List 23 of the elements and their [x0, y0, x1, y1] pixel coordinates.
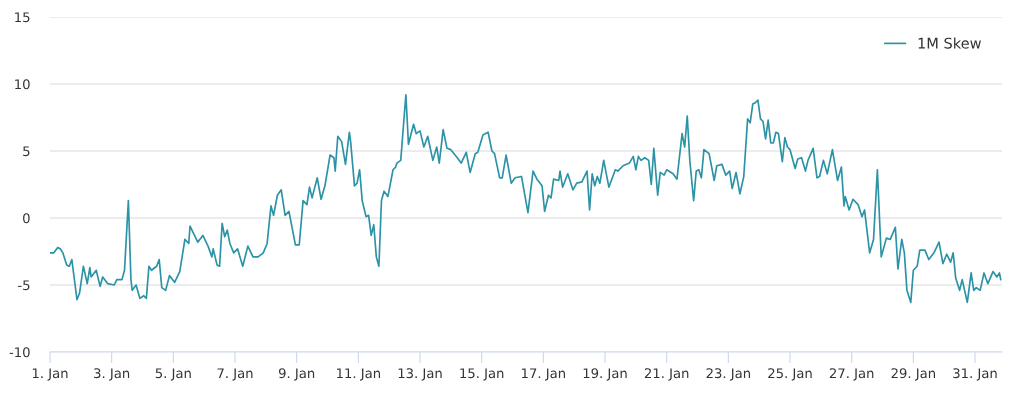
- y-tick-label: 15: [15, 12, 30, 23]
- x-tick-label: 11. Jan: [337, 368, 380, 381]
- x-tick-label: 9. Jan: [278, 368, 315, 381]
- x-tick-label: 15. Jan: [460, 368, 504, 381]
- x-tick-label: 13. Jan: [398, 368, 442, 381]
- x-tick-label: 21. Jan: [644, 368, 689, 381]
- x-tick-label: 23. Jan: [706, 368, 750, 381]
- y-tick-label: -10: [9, 347, 30, 358]
- x-tick-label: 17. Jan: [522, 368, 565, 381]
- x-tick-label: 1. Jan: [32, 368, 68, 381]
- x-tick-label: 31. Jan: [953, 368, 997, 381]
- x-tick-label: 3. Jan: [94, 368, 130, 381]
- y-tick-label: -5: [18, 280, 30, 291]
- x-tick-label: 7. Jan: [217, 368, 253, 381]
- x-tick-label: 5. Jan: [155, 368, 191, 381]
- x-tick-label: 19. Jan: [583, 368, 627, 381]
- x-tick-label: 25. Jan: [768, 368, 812, 381]
- x-tick-label: 29. Jan: [891, 368, 935, 381]
- x-tick-label: 27. Jan: [829, 368, 874, 381]
- legend-label: 1M Skew: [918, 37, 981, 49]
- y-tick-label: 10: [15, 79, 30, 90]
- y-tick-label: 5: [23, 146, 30, 157]
- y-tick-label: 0: [23, 213, 30, 224]
